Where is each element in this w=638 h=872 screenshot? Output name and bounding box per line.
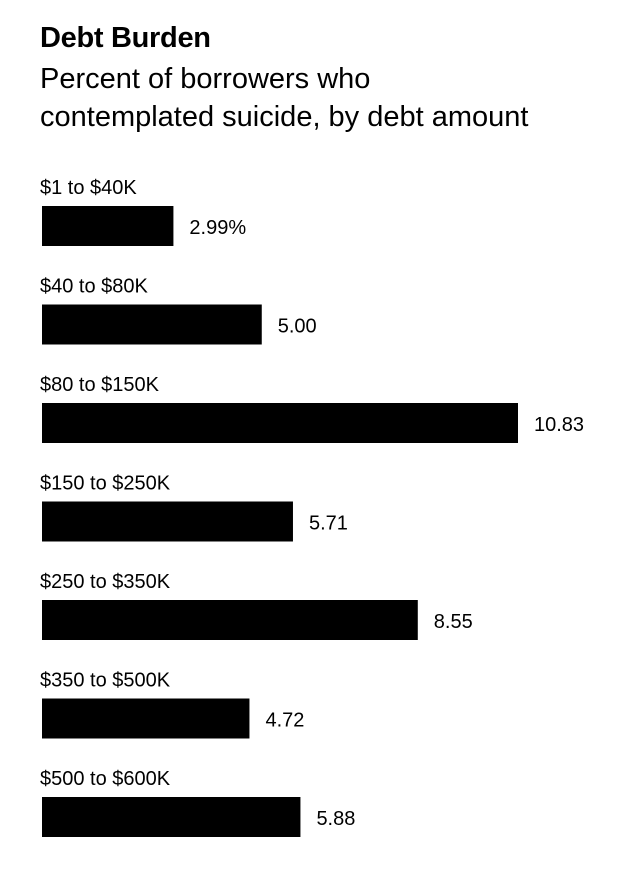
- category-label: $250 to $350K: [40, 571, 171, 593]
- value-label: 4.72: [265, 710, 304, 732]
- bar: [42, 403, 518, 443]
- value-label: 5.71: [309, 513, 348, 535]
- bar: [42, 698, 250, 739]
- category-label: $500 to $600K: [40, 768, 171, 790]
- bar: [42, 600, 418, 640]
- category-label: $40 to $80K: [40, 276, 149, 298]
- bar: [42, 797, 301, 837]
- bar: [42, 206, 174, 246]
- category-label: $80 to $150K: [40, 374, 160, 396]
- chart-subtitle-line-1: Percent of borrowers who: [40, 63, 371, 95]
- bar: [42, 501, 293, 542]
- value-label: 10.83: [534, 414, 584, 436]
- chart-subtitle: Percent of borrowers who contemplated su…: [40, 60, 620, 136]
- category-label: $350 to $500K: [40, 670, 171, 692]
- value-label: 2.99%: [189, 217, 246, 239]
- category-label: $150 to $250K: [40, 473, 171, 495]
- chart-title: Debt Burden: [40, 22, 211, 54]
- chart-subtitle-line-2: contemplated suicide, by debt amount: [40, 101, 529, 133]
- value-label: 5.88: [316, 808, 355, 830]
- value-label: 8.55: [434, 611, 473, 633]
- bar: [42, 304, 262, 345]
- category-label: $1 to $40K: [40, 177, 137, 199]
- value-label: 5.00: [278, 316, 317, 338]
